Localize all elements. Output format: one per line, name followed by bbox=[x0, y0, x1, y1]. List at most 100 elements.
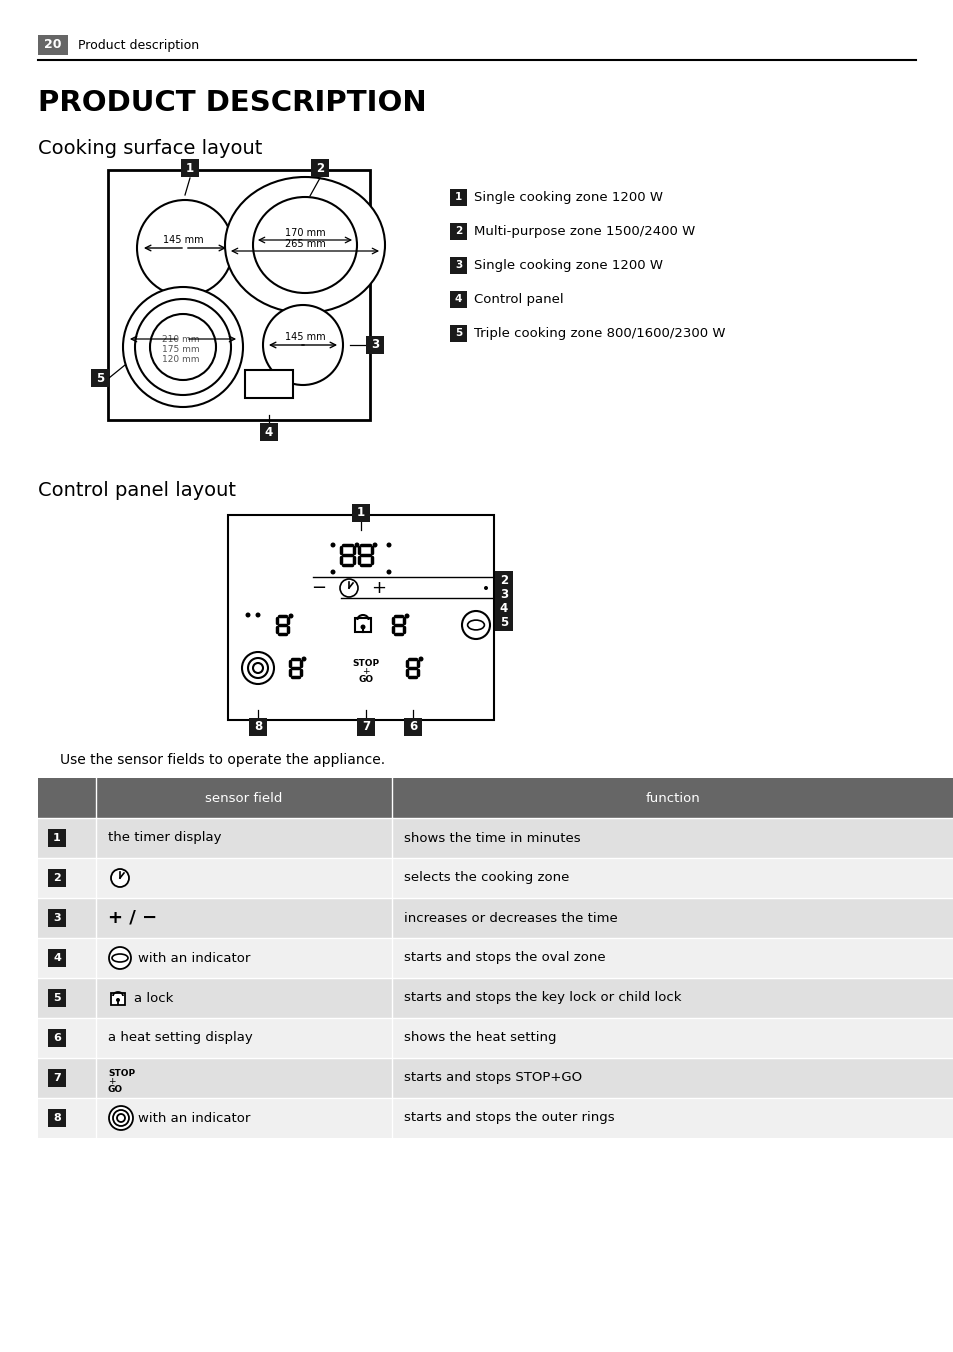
Circle shape bbox=[248, 658, 268, 677]
Text: 210 mm: 210 mm bbox=[162, 334, 199, 343]
Text: 6: 6 bbox=[409, 721, 416, 734]
Bar bbox=[311, 160, 329, 177]
Text: with an indicator: with an indicator bbox=[138, 952, 250, 964]
Bar bbox=[48, 829, 66, 846]
Circle shape bbox=[301, 657, 306, 661]
Bar bbox=[38, 1098, 953, 1138]
Circle shape bbox=[360, 625, 365, 630]
Text: +: + bbox=[371, 579, 386, 598]
Circle shape bbox=[418, 657, 423, 661]
Bar bbox=[48, 949, 66, 967]
Circle shape bbox=[112, 1110, 129, 1126]
Text: GO: GO bbox=[108, 1084, 123, 1094]
Circle shape bbox=[111, 869, 129, 887]
Text: Single cooking zone 1200 W: Single cooking zone 1200 W bbox=[474, 260, 662, 272]
Bar bbox=[495, 599, 513, 617]
Circle shape bbox=[339, 579, 357, 598]
Bar bbox=[38, 35, 68, 55]
Text: Single cooking zone 1200 W: Single cooking zone 1200 W bbox=[474, 191, 662, 204]
Text: STOP: STOP bbox=[108, 1068, 135, 1078]
Circle shape bbox=[255, 612, 260, 618]
Circle shape bbox=[404, 614, 409, 618]
Ellipse shape bbox=[135, 299, 231, 395]
Text: shows the heat setting: shows the heat setting bbox=[403, 1032, 556, 1045]
Bar bbox=[38, 859, 953, 898]
Bar bbox=[38, 938, 953, 977]
Bar bbox=[48, 909, 66, 927]
Text: a heat setting display: a heat setting display bbox=[108, 1032, 253, 1045]
Bar bbox=[450, 257, 467, 274]
Bar bbox=[249, 718, 267, 735]
Ellipse shape bbox=[123, 287, 243, 407]
Text: 2: 2 bbox=[315, 161, 324, 174]
Circle shape bbox=[386, 569, 391, 575]
Bar bbox=[91, 369, 109, 387]
Bar bbox=[245, 370, 293, 397]
Bar bbox=[181, 160, 199, 177]
Circle shape bbox=[330, 569, 335, 575]
Text: 1: 1 bbox=[186, 161, 193, 174]
Circle shape bbox=[242, 652, 274, 684]
Bar bbox=[48, 990, 66, 1007]
Ellipse shape bbox=[137, 200, 233, 296]
Text: +: + bbox=[108, 1076, 115, 1086]
Text: 5: 5 bbox=[455, 329, 461, 338]
Text: a lock: a lock bbox=[133, 991, 173, 1005]
Bar bbox=[450, 291, 467, 308]
Text: 3: 3 bbox=[499, 588, 508, 600]
Bar bbox=[450, 324, 467, 342]
Circle shape bbox=[372, 542, 377, 548]
Bar bbox=[38, 1018, 953, 1059]
Text: 5: 5 bbox=[53, 992, 61, 1003]
Text: 20: 20 bbox=[44, 38, 62, 51]
Circle shape bbox=[355, 542, 359, 548]
Text: Control panel layout: Control panel layout bbox=[38, 480, 235, 499]
Bar bbox=[38, 818, 953, 859]
Text: 8: 8 bbox=[253, 721, 262, 734]
Text: 145 mm: 145 mm bbox=[284, 333, 325, 342]
Text: 1: 1 bbox=[53, 833, 61, 844]
Text: 2: 2 bbox=[53, 873, 61, 883]
Text: Triple cooking zone 800/1600/2300 W: Triple cooking zone 800/1600/2300 W bbox=[474, 327, 724, 339]
Text: sensor field: sensor field bbox=[205, 791, 282, 804]
Ellipse shape bbox=[150, 314, 215, 380]
Circle shape bbox=[483, 585, 488, 589]
Text: starts and stops the outer rings: starts and stops the outer rings bbox=[403, 1111, 614, 1125]
Text: + / −: + / − bbox=[108, 909, 157, 927]
Text: starts and stops the key lock or child lock: starts and stops the key lock or child l… bbox=[403, 991, 680, 1005]
Text: starts and stops the oval zone: starts and stops the oval zone bbox=[403, 952, 605, 964]
Text: the timer display: the timer display bbox=[108, 831, 221, 845]
Text: 8: 8 bbox=[53, 1113, 61, 1124]
Bar bbox=[450, 223, 467, 241]
Text: function: function bbox=[645, 791, 700, 804]
Text: 3: 3 bbox=[371, 338, 378, 352]
Ellipse shape bbox=[467, 621, 484, 630]
Text: 7: 7 bbox=[361, 721, 370, 734]
Bar bbox=[356, 718, 375, 735]
Text: 120 mm: 120 mm bbox=[162, 354, 199, 364]
Ellipse shape bbox=[225, 177, 385, 314]
Text: +: + bbox=[362, 668, 370, 676]
Text: with an indicator: with an indicator bbox=[138, 1111, 250, 1125]
Text: STOP: STOP bbox=[352, 660, 379, 668]
Bar bbox=[38, 1059, 953, 1098]
Circle shape bbox=[109, 946, 131, 969]
Text: GO: GO bbox=[358, 676, 374, 684]
Text: Use the sensor fields to operate the appliance.: Use the sensor fields to operate the app… bbox=[60, 753, 385, 767]
Text: 6: 6 bbox=[53, 1033, 61, 1042]
Circle shape bbox=[253, 662, 263, 673]
Text: 145 mm: 145 mm bbox=[163, 235, 203, 245]
Bar bbox=[111, 992, 125, 1005]
Bar bbox=[38, 777, 953, 818]
Bar bbox=[48, 1069, 66, 1087]
Bar bbox=[260, 423, 277, 441]
Text: 3: 3 bbox=[455, 261, 461, 270]
Text: 2: 2 bbox=[499, 573, 508, 587]
Ellipse shape bbox=[253, 197, 356, 293]
Bar bbox=[108, 170, 370, 420]
Bar bbox=[38, 898, 953, 938]
Bar bbox=[48, 1109, 66, 1128]
Text: 175 mm: 175 mm bbox=[162, 345, 199, 353]
Bar bbox=[495, 612, 513, 631]
Bar bbox=[495, 571, 513, 589]
